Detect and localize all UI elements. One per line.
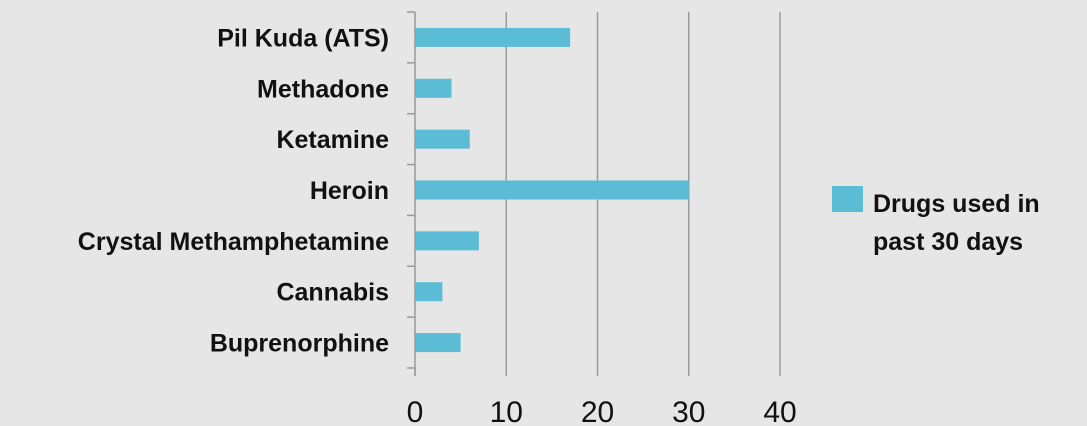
x-tick-label-20: 20 xyxy=(581,396,614,426)
bar-buprenorphine xyxy=(415,333,461,353)
x-tick-label-0: 0 xyxy=(407,396,424,426)
category-label-pil-kuda-ats: Pil Kuda (ATS) xyxy=(217,24,389,52)
category-label-buprenorphine: Buprenorphine xyxy=(210,330,389,358)
category-label-crystal-methamphetamine: Crystal Methamphetamine xyxy=(78,228,389,256)
category-labels: Pil Kuda (ATS) Methadone Ketamine Heroin Cry… xyxy=(78,24,389,357)
bar-crystal-methamphetamine xyxy=(415,231,479,251)
bar-cannabis xyxy=(415,282,443,302)
category-label-methadone: Methadone xyxy=(257,75,389,103)
category-label-ketamine: Ketamine xyxy=(276,126,389,154)
bar-methadone xyxy=(415,78,452,98)
axes xyxy=(407,11,781,376)
x-tick-labels: 0 10 20 30 40 xyxy=(407,396,797,426)
bar-pil-kuda-ats xyxy=(415,27,571,47)
category-label-cannabis: Cannabis xyxy=(276,279,389,307)
x-tick-label-10: 10 xyxy=(490,396,523,426)
legend-label-line: Drugs used in xyxy=(873,190,1040,218)
legend: Drugs used in past 30 days xyxy=(832,186,1040,256)
x-tick-label-40: 40 xyxy=(763,396,796,426)
legend-swatch xyxy=(832,186,863,212)
bars xyxy=(415,27,689,353)
legend-label-line: past 30 days xyxy=(873,228,1023,256)
bar-heroin xyxy=(415,180,689,200)
x-tick-label-30: 30 xyxy=(672,396,705,426)
bar-ketamine xyxy=(415,129,470,149)
category-label-heroin: Heroin xyxy=(310,177,389,205)
